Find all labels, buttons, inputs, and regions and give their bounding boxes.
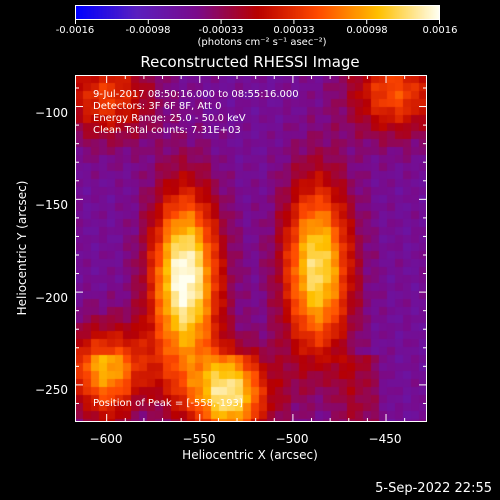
heatmap-image bbox=[75, 75, 427, 422]
y-tick-label: −200 bbox=[35, 291, 68, 305]
plot-frame bbox=[75, 75, 427, 422]
colorbar-ticks bbox=[75, 20, 440, 24]
info-time-range: 9-Jul-2017 08:50:16.000 to 08:55:16.000 bbox=[93, 89, 299, 100]
info-algorithm: Clean Total counts: 7.31E+03 bbox=[93, 125, 241, 136]
y-tick-label: −250 bbox=[35, 383, 68, 397]
y-tick-label: −150 bbox=[35, 198, 68, 212]
y-axis-label: Heliocentric Y (arcsec) bbox=[15, 180, 29, 316]
plot-area bbox=[75, 75, 427, 422]
info-energy-range: Energy Range: 25.0 - 50.0 keV bbox=[93, 113, 246, 124]
x-axis-label: Heliocentric X (arcsec) bbox=[182, 448, 318, 462]
colorbar bbox=[75, 5, 440, 24]
colorbar-gradient bbox=[75, 5, 440, 20]
chart-title: Reconstructed RHESSI Image bbox=[140, 53, 360, 71]
colorbar-units: (photons cm⁻² s⁻¹ asec⁻²) bbox=[197, 37, 327, 48]
colorbar-tick-label: -0.00098 bbox=[125, 25, 171, 36]
x-tick-label: −550 bbox=[182, 432, 216, 446]
plot-border bbox=[75, 75, 427, 422]
colorbar-tick-label: 0.00033 bbox=[273, 25, 315, 36]
y-tick-label: −100 bbox=[35, 106, 68, 120]
colorbar-tick-label: 0.0016 bbox=[422, 25, 458, 36]
date-stamp: 5-Sep-2022 22:55 bbox=[375, 481, 492, 496]
x-tick-label: −450 bbox=[368, 432, 402, 446]
colorbar-tick-label: 0.00098 bbox=[346, 25, 388, 36]
info-detectors: Detectors: 3F 6F 8F, Att 0 bbox=[93, 101, 222, 112]
colorbar-tick-label: -0.00033 bbox=[198, 25, 244, 36]
x-tick-label: −600 bbox=[89, 432, 123, 446]
info-peak-position: Position of Peak = [-558,-193] bbox=[93, 398, 243, 409]
colorbar-tick-label: -0.0016 bbox=[55, 25, 95, 36]
x-tick-label: −500 bbox=[275, 432, 309, 446]
